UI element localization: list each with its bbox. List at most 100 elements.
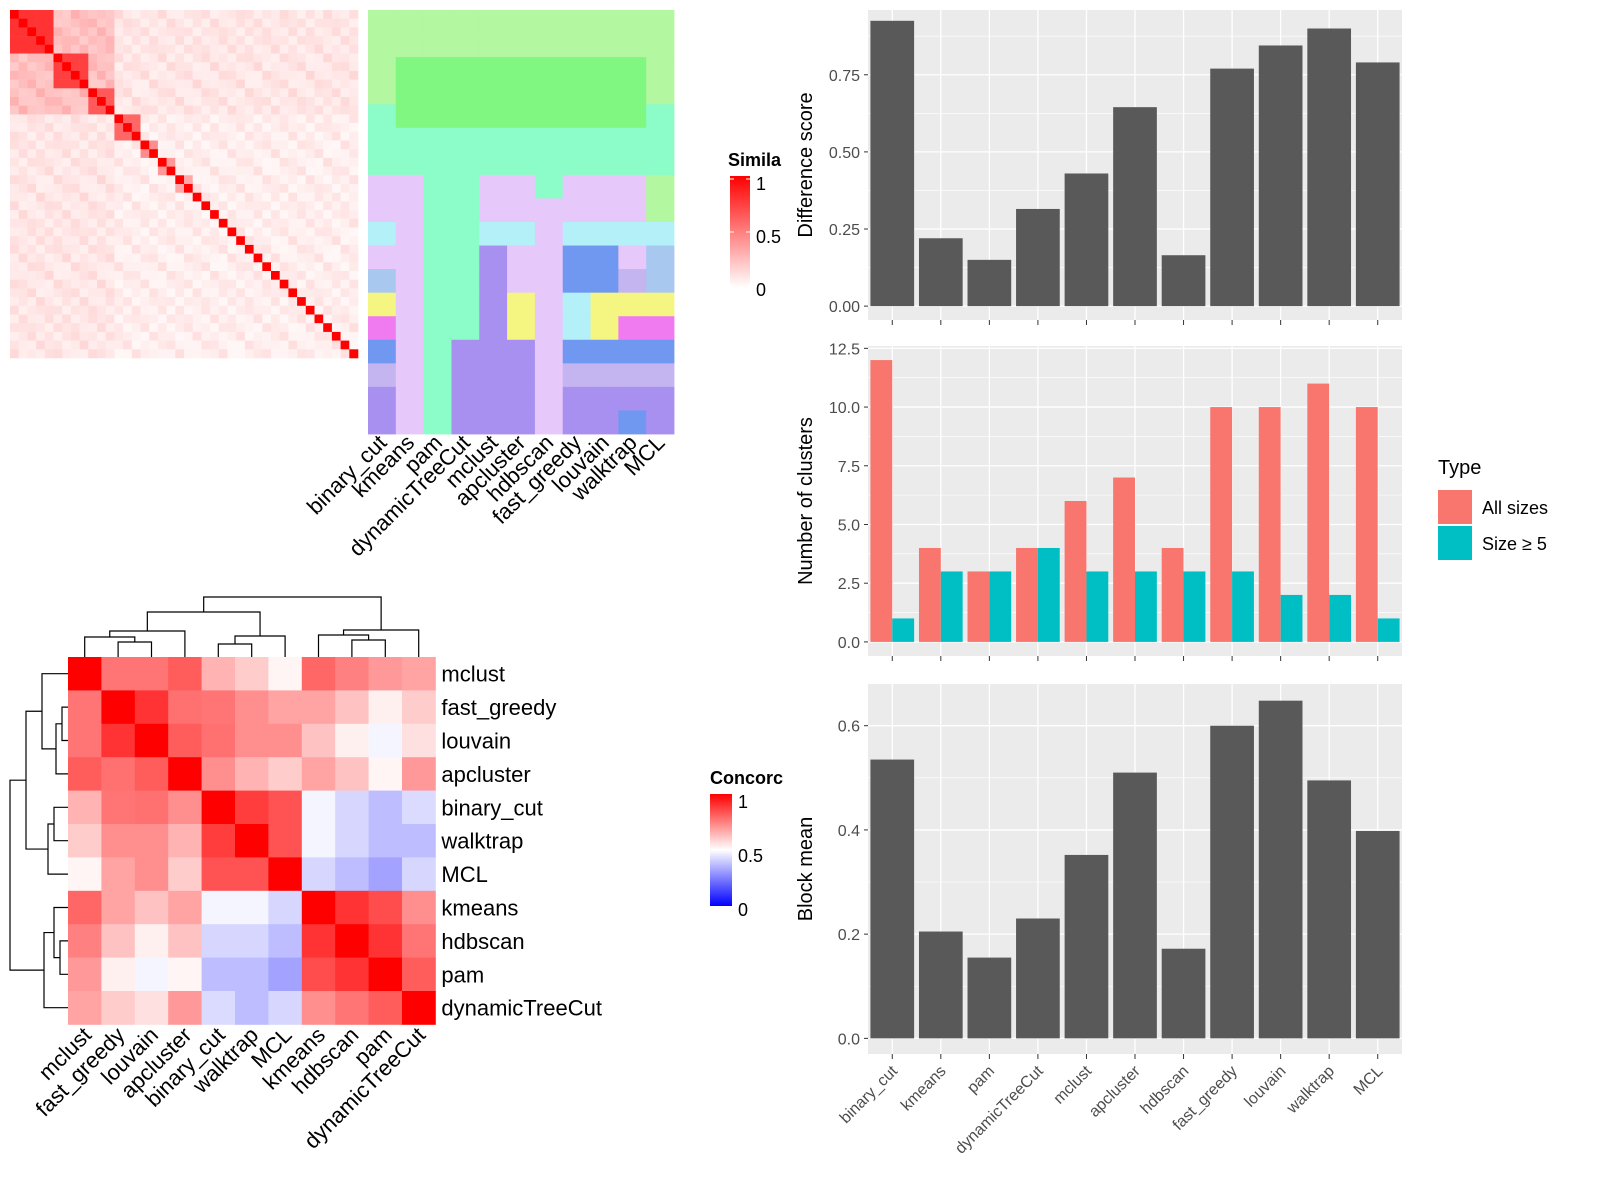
- sim-cell: [262, 314, 272, 324]
- bar-all-sizes: [1064, 501, 1087, 642]
- class-cell: [534, 245, 564, 270]
- concordance-cell: [368, 890, 403, 925]
- sim-cell: [88, 175, 98, 185]
- sim-cell: [218, 244, 228, 254]
- sim-cell: [201, 18, 211, 28]
- sim-cell: [331, 271, 341, 280]
- sim-cell: [305, 244, 315, 254]
- sim-cell: [123, 253, 133, 263]
- sim-cell: [323, 157, 333, 167]
- sim-cell: [53, 88, 63, 98]
- sim-cell: [331, 340, 341, 350]
- sim-cell: [131, 201, 141, 211]
- sim-cell: [10, 10, 19, 19]
- sim-cell: [288, 210, 298, 220]
- sim-cell: [323, 210, 333, 220]
- sim-cell: [236, 184, 246, 193]
- concordance-row-label: pam: [441, 962, 484, 987]
- sim-cell: [244, 305, 254, 315]
- sim-cell: [53, 227, 63, 237]
- concordance-cell: [235, 824, 269, 858]
- sim-cell: [88, 70, 98, 80]
- bar: [1064, 173, 1109, 307]
- sim-cell: [53, 192, 63, 202]
- sim-cell: [149, 244, 159, 254]
- sim-cell: [244, 236, 254, 246]
- sim-cell: [279, 331, 289, 341]
- bar: [1210, 725, 1254, 1039]
- sim-cell: [244, 70, 254, 80]
- sim-cell: [10, 175, 19, 185]
- sim-cell: [262, 349, 272, 359]
- class-cell: [562, 104, 591, 129]
- sim-cell: [157, 210, 167, 220]
- sim-cell: [297, 331, 307, 341]
- sim-cell: [157, 105, 167, 115]
- class-cell: [451, 174, 480, 199]
- concordance-cell: [335, 757, 369, 791]
- sim-cell: [175, 105, 185, 115]
- sim-cell: [227, 36, 237, 46]
- bar-size-ge5: [989, 571, 1012, 642]
- sim-cell: [44, 44, 54, 54]
- sim-cell: [123, 27, 133, 37]
- class-cell: [395, 174, 425, 199]
- sim-cell: [44, 262, 54, 272]
- class-cell: [507, 292, 536, 317]
- sim-cell: [70, 27, 80, 37]
- sim-cell: [253, 131, 263, 141]
- sim-cell: [331, 184, 341, 193]
- sim-cell: [331, 279, 341, 289]
- sim-cell: [192, 149, 202, 159]
- sim-cell: [157, 227, 167, 237]
- sim-cell: [18, 279, 28, 289]
- class-cell: [534, 292, 564, 317]
- sim-cell: [62, 105, 72, 115]
- sim-cell: [123, 105, 133, 115]
- sim-cell: [236, 62, 246, 72]
- sim-cell: [53, 70, 63, 80]
- sim-cell: [201, 62, 211, 72]
- sim-cell: [36, 314, 46, 324]
- sim-cell: [244, 279, 254, 289]
- sim-cell: [166, 340, 176, 350]
- sim-cell: [149, 314, 159, 324]
- sim-cell: [123, 79, 133, 89]
- class-cell: [479, 104, 508, 129]
- sim-cell: [70, 62, 80, 72]
- sim-cell: [149, 279, 159, 289]
- sim-cell: [44, 271, 54, 280]
- sim-cell: [175, 218, 185, 228]
- sim-cell: [149, 331, 159, 341]
- sim-cell: [210, 27, 220, 37]
- sim-cell: [331, 105, 341, 115]
- sim-cell: [70, 227, 80, 237]
- sim-cell: [236, 201, 246, 211]
- sim-cell: [105, 253, 115, 263]
- sim-cell: [157, 88, 167, 98]
- sim-cell: [79, 192, 89, 202]
- sim-cell: [44, 53, 54, 63]
- sim-cell: [149, 175, 159, 185]
- bar: [870, 20, 915, 307]
- class-cell: [534, 339, 564, 364]
- sim-cell: [323, 114, 333, 124]
- sim-cell: [349, 323, 359, 333]
- sim-cell: [114, 331, 124, 341]
- sim-cell: [201, 53, 211, 63]
- class-cell: [562, 151, 591, 176]
- class-cell: [451, 316, 480, 341]
- sim-cell: [62, 323, 72, 333]
- sim-cell: [271, 305, 280, 315]
- sim-cell: [18, 227, 28, 237]
- sim-cell: [18, 88, 28, 98]
- sim-cell: [10, 149, 19, 159]
- sim-cell: [288, 340, 298, 350]
- sim-cell: [131, 271, 141, 280]
- sim-cell: [288, 62, 298, 72]
- sim-cell: [192, 218, 202, 228]
- sim-cell: [201, 79, 211, 89]
- sim-cell: [192, 340, 202, 350]
- sim-cell: [123, 184, 133, 193]
- class-cell: [590, 269, 619, 294]
